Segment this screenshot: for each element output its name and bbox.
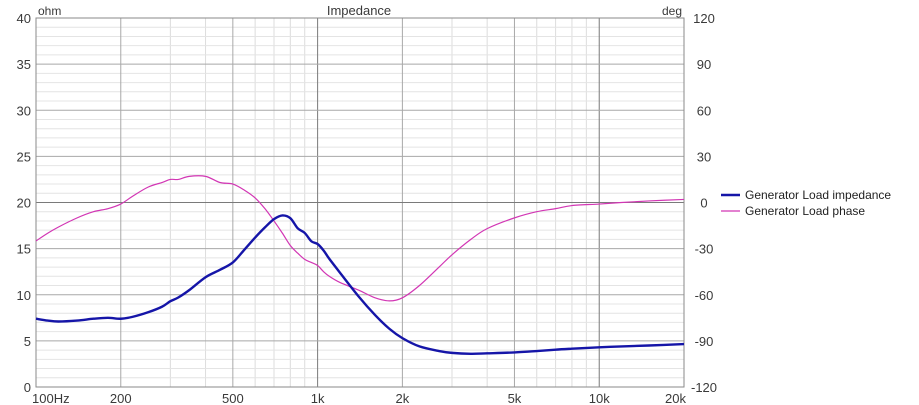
legend-label-impedance: Generator Load impedance <box>745 188 891 202</box>
phase-line <box>35 175 685 302</box>
grid <box>35 17 685 388</box>
right-axis-tick-label: -60 <box>695 288 714 303</box>
x-axis-tick-label: 2k <box>396 391 410 405</box>
right-axis-tick-label: 90 <box>697 57 711 72</box>
tick-labels: 0 5 10 15 20 25 30 35 40 -120 -90 -60 -30 0 30 60 90 120 1… <box>17 11 717 405</box>
x-axis-tick-label: 10k <box>589 391 610 405</box>
right-axis-tick-label: 120 <box>693 11 715 26</box>
legend: Generator Load impedance Generator Load … <box>721 188 891 218</box>
chart-title: Impedance <box>327 3 391 18</box>
left-axis-tick-label: 10 <box>17 288 31 303</box>
left-axis-tick-label: 25 <box>17 149 31 164</box>
right-axis-tick-label: -120 <box>691 380 717 395</box>
right-axis-unit: deg <box>662 4 682 18</box>
x-axis-tick-label: 5k <box>508 391 522 405</box>
left-axis-unit: ohm <box>38 4 61 18</box>
impedance-line <box>35 214 685 356</box>
left-axis-tick-label: 30 <box>17 103 31 118</box>
series-layer <box>35 175 685 356</box>
x-axis-tick-label: 200 <box>110 391 132 405</box>
left-axis-tick-label: 15 <box>17 242 31 257</box>
left-axis-tick-label: 5 <box>24 334 31 349</box>
right-axis-tick-label: 30 <box>697 149 711 164</box>
right-axis-tick-label: 0 <box>700 196 707 211</box>
left-axis-tick-label: 20 <box>17 196 31 211</box>
right-axis-tick-label: -90 <box>695 334 714 349</box>
left-axis-tick-label: 40 <box>17 11 31 26</box>
x-axis-tick-label: 20k <box>665 391 686 405</box>
left-axis-tick-label: 0 <box>24 380 31 395</box>
left-axis-tick-label: 35 <box>17 57 31 72</box>
x-axis-tick-label: 1k <box>311 391 325 405</box>
legend-label-phase: Generator Load phase <box>745 204 865 218</box>
right-axis-tick-label: 60 <box>697 103 711 118</box>
x-axis-tick-label: 500 <box>222 391 244 405</box>
plot-frame <box>35 17 685 388</box>
right-axis-tick-label: -30 <box>695 242 714 257</box>
x-axis-tick-label: 100Hz <box>32 391 70 405</box>
